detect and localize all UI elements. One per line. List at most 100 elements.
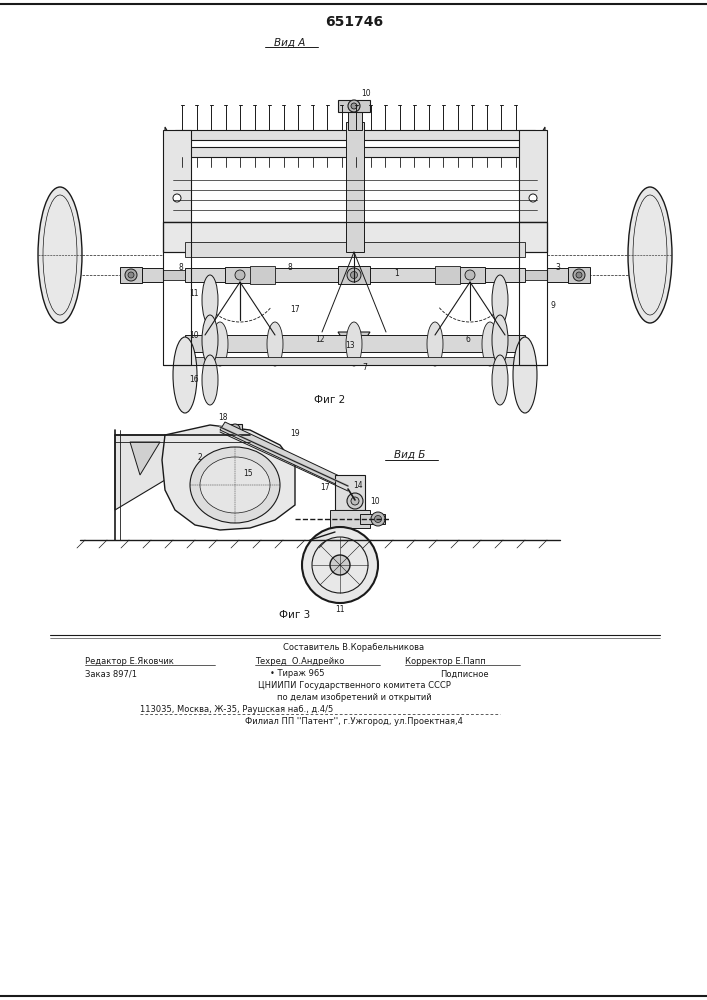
Polygon shape — [162, 425, 295, 530]
Ellipse shape — [200, 457, 270, 513]
Bar — [142, 268, 163, 282]
Circle shape — [125, 269, 137, 281]
Text: 10: 10 — [361, 89, 370, 98]
Circle shape — [576, 272, 582, 278]
Circle shape — [347, 493, 363, 509]
Text: 113035, Москва, Ж-35, Раушская наб., д.4/5: 113035, Москва, Ж-35, Раушская наб., д.4… — [140, 706, 333, 714]
Circle shape — [347, 268, 361, 282]
Text: 2: 2 — [198, 452, 202, 462]
Bar — [338, 100, 370, 112]
Text: Подписное: Подписное — [440, 670, 489, 678]
Text: 14: 14 — [354, 481, 363, 489]
Bar — [120, 267, 142, 283]
Bar — [175, 147, 535, 157]
Ellipse shape — [212, 322, 228, 366]
Text: 11: 11 — [335, 605, 345, 614]
Text: Вид А: Вид А — [274, 38, 305, 48]
Circle shape — [302, 527, 378, 603]
Polygon shape — [520, 127, 545, 213]
Text: 10: 10 — [370, 496, 380, 506]
Ellipse shape — [202, 315, 218, 365]
Circle shape — [351, 497, 359, 505]
Circle shape — [173, 194, 181, 202]
Ellipse shape — [202, 275, 218, 325]
Bar — [335, 475, 365, 510]
Text: 1: 1 — [395, 268, 399, 277]
Bar — [185, 242, 525, 257]
Bar — [185, 335, 525, 352]
Bar — [163, 270, 185, 280]
Text: 17: 17 — [290, 306, 300, 314]
Ellipse shape — [492, 315, 508, 365]
Text: 8: 8 — [178, 263, 183, 272]
Text: 13: 13 — [345, 340, 355, 350]
Ellipse shape — [190, 447, 280, 523]
Circle shape — [529, 194, 537, 202]
Ellipse shape — [202, 355, 218, 405]
Text: Фиг 3: Фиг 3 — [279, 610, 310, 620]
Ellipse shape — [267, 322, 283, 366]
Ellipse shape — [427, 322, 443, 366]
Text: Фиг 2: Фиг 2 — [315, 395, 346, 405]
Ellipse shape — [346, 322, 362, 366]
Text: 12: 12 — [315, 336, 325, 344]
Ellipse shape — [492, 355, 508, 405]
Bar — [163, 130, 191, 222]
Bar — [185, 357, 525, 365]
Circle shape — [230, 424, 240, 434]
Text: 11: 11 — [189, 290, 199, 298]
Text: 7: 7 — [363, 362, 368, 371]
Bar — [163, 222, 547, 252]
Text: 17: 17 — [320, 483, 330, 491]
Circle shape — [371, 512, 385, 526]
Polygon shape — [338, 332, 370, 357]
Text: 19: 19 — [290, 428, 300, 438]
Bar — [175, 130, 535, 140]
Polygon shape — [130, 442, 160, 475]
Text: Техред  О.Андрейко: Техред О.Андрейко — [255, 656, 344, 666]
Text: Составитель В.Корабельникова: Составитель В.Корабельникова — [284, 643, 425, 652]
Polygon shape — [115, 435, 165, 510]
Polygon shape — [220, 422, 352, 490]
Text: 6: 6 — [465, 336, 470, 344]
Text: Заказ 897/1: Заказ 897/1 — [85, 670, 137, 678]
Text: • Тираж 965: • Тираж 965 — [270, 670, 325, 678]
Bar — [163, 222, 547, 252]
Ellipse shape — [513, 337, 537, 413]
Bar — [250, 266, 275, 284]
Bar — [568, 267, 590, 283]
Ellipse shape — [38, 187, 82, 323]
Bar — [346, 122, 364, 252]
Bar — [338, 266, 370, 284]
Text: Редактор Е.Яковчик: Редактор Е.Яковчик — [85, 656, 174, 666]
Text: 3: 3 — [555, 263, 560, 272]
Circle shape — [573, 269, 585, 281]
Bar — [519, 130, 547, 222]
Circle shape — [343, 484, 353, 494]
Text: Вид Б: Вид Б — [395, 450, 426, 460]
Circle shape — [330, 555, 350, 575]
Text: 16: 16 — [189, 375, 199, 384]
Text: 15: 15 — [243, 468, 253, 478]
Circle shape — [375, 516, 382, 522]
Text: 10: 10 — [189, 332, 199, 340]
Bar — [185, 268, 525, 282]
Text: ЦНИИПИ Государственного комитета СССР: ЦНИИПИ Государственного комитета СССР — [257, 682, 450, 690]
Text: Корректор Е.Папп: Корректор Е.Папп — [405, 656, 486, 666]
Circle shape — [351, 271, 358, 278]
Ellipse shape — [173, 337, 197, 413]
Ellipse shape — [492, 275, 508, 325]
Circle shape — [465, 270, 475, 280]
Polygon shape — [165, 127, 190, 213]
Circle shape — [235, 270, 245, 280]
Bar — [228, 424, 242, 434]
Bar — [348, 112, 362, 130]
Bar — [519, 222, 547, 365]
Ellipse shape — [482, 322, 498, 366]
Bar — [435, 266, 460, 284]
Text: 651746: 651746 — [325, 15, 383, 29]
Text: 8: 8 — [288, 263, 293, 272]
Text: 18: 18 — [218, 414, 228, 422]
Bar — [330, 510, 370, 528]
Circle shape — [351, 103, 357, 109]
